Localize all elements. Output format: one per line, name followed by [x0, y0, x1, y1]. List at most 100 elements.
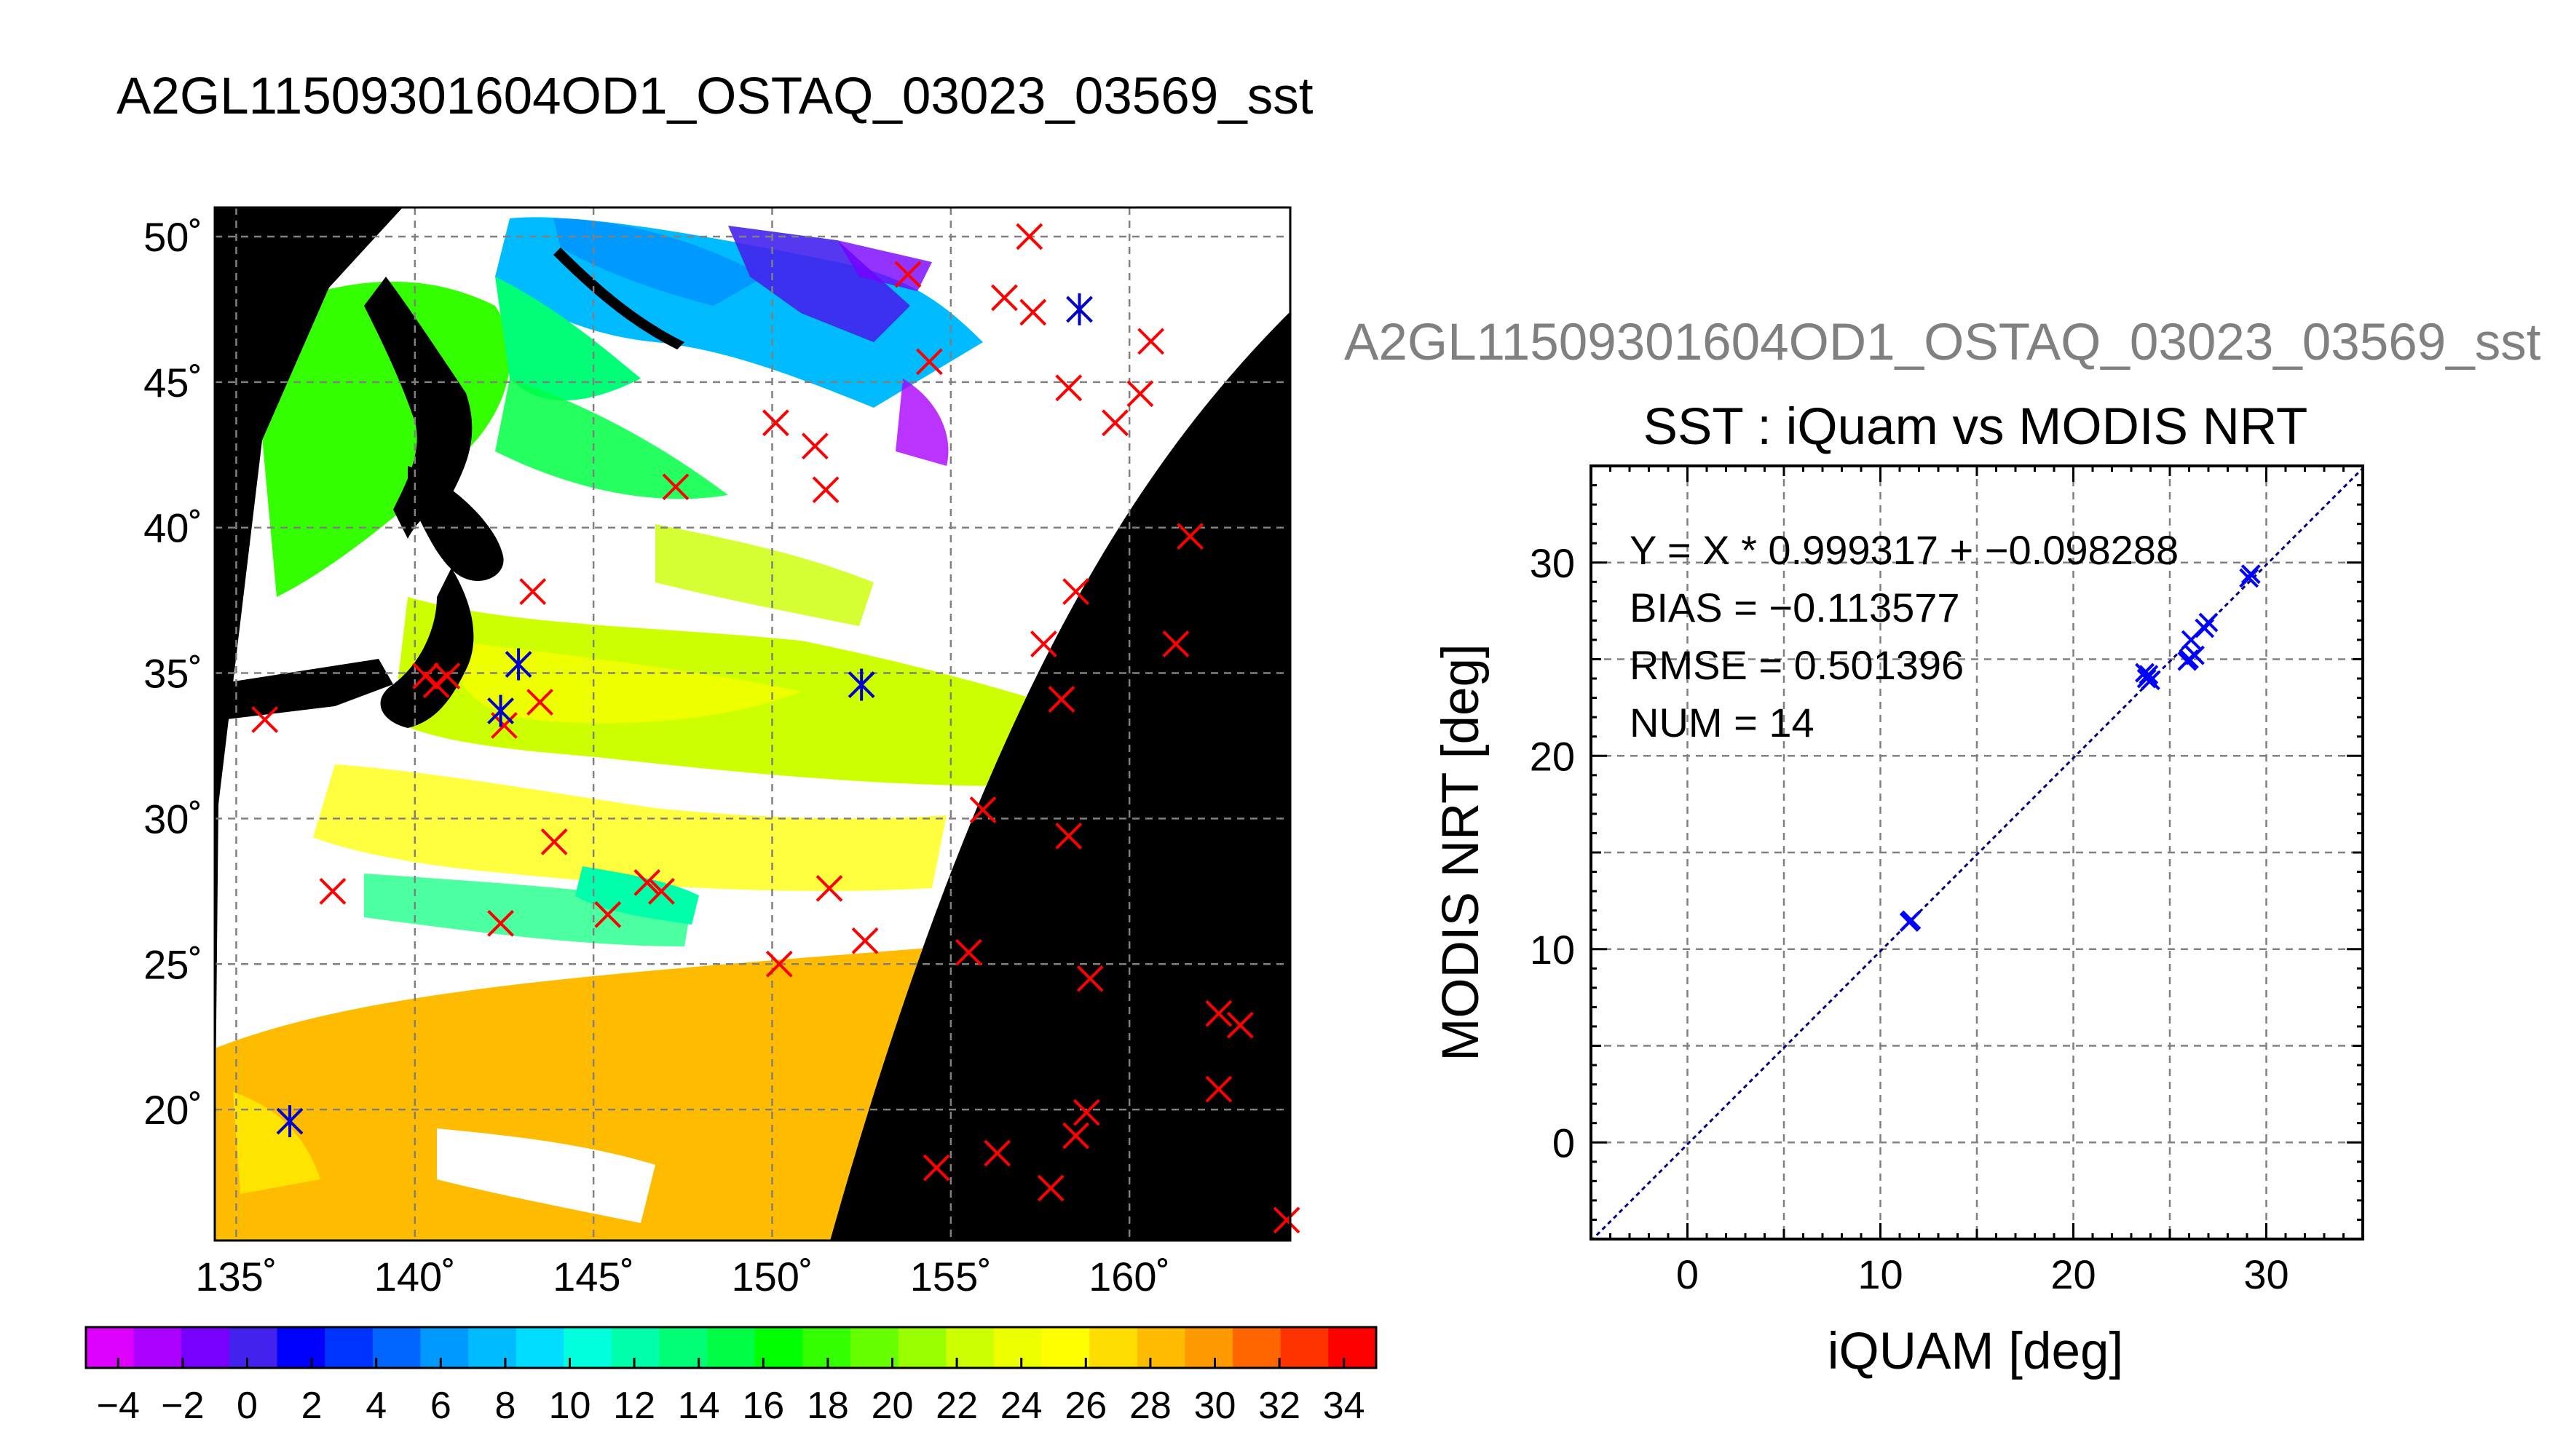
colorbar-tick-label: 30: [1194, 1385, 1236, 1427]
land-kuril-islands: [553, 248, 684, 349]
scatter-y-tick-label: 10: [1530, 927, 1575, 973]
map-red-marker: [1037, 1174, 1065, 1202]
map-frame: [213, 206, 1292, 1242]
colorbar-segment: [181, 1327, 230, 1368]
map-red-markers: [251, 223, 1300, 1234]
map-red-marker: [955, 938, 982, 966]
map-red-marker: [894, 261, 922, 288]
map-red-marker: [1019, 298, 1047, 326]
scatter-y-tick-labels: 0 10 20 30: [1530, 540, 1575, 1166]
map-red-marker: [816, 874, 843, 902]
map-red-marker: [662, 473, 690, 501]
map-red-marker: [801, 432, 829, 460]
scatter-y-tick-label: 30: [1530, 540, 1575, 586]
colorbar-tick-label: 24: [1000, 1385, 1043, 1427]
colorbar-segment: [229, 1327, 278, 1368]
colorbar-segment: [277, 1327, 325, 1368]
map-red-marker: [1162, 630, 1190, 657]
map-lon-tick-label: 140˚: [374, 1254, 456, 1299]
colorbar-segment: [659, 1327, 708, 1368]
scatter-point: [2240, 564, 2261, 585]
map-lat-tick-label: 45˚: [143, 360, 202, 405]
scatter-grid: [1591, 466, 2363, 1239]
map-red-marker: [851, 927, 879, 954]
region-yellow-southwest: [233, 1092, 320, 1194]
map-blue-marker: [505, 648, 532, 681]
map-red-marker: [1076, 965, 1104, 992]
map-red-marker: [1226, 1011, 1254, 1039]
colorbar-tick-label: −4: [97, 1385, 140, 1427]
scatter-fit-line: [1591, 467, 2363, 1239]
map-red-marker: [1126, 380, 1154, 408]
map-red-marker: [923, 1154, 950, 1182]
map-red-marker: [1030, 630, 1057, 657]
region-lime: [655, 524, 874, 626]
colorbar-segment: [850, 1327, 899, 1368]
region-purple: [728, 226, 910, 342]
map-lat-tick-label: 50˚: [143, 214, 202, 260]
colorbar-tick-label: 34: [1323, 1385, 1365, 1427]
page-title: A2GL11509301604OD1_OSTAQ_03023_03569_sst: [117, 68, 1314, 125]
map-lat-tick-label: 25˚: [143, 941, 202, 987]
map-red-marker: [765, 950, 793, 978]
colorbar-segment: [1328, 1327, 1377, 1368]
map-red-marker: [1062, 1122, 1089, 1150]
map-lon-tick-label: 135˚: [195, 1254, 277, 1299]
colorbar-tick-label: 8: [494, 1385, 516, 1427]
map-lat-tick-label: 30˚: [143, 796, 202, 842]
map-lon-tick-label: 155˚: [910, 1254, 992, 1299]
region-pale-yellow: [313, 764, 947, 891]
land-masses: [215, 248, 684, 728]
scatter-y-axis-label: MODIS NRT [deg]: [1432, 644, 1490, 1061]
scatter-stat-line: BIAS = −0.113577: [1630, 585, 1960, 630]
map-red-marker: [1177, 523, 1204, 550]
map-grid: [215, 207, 1290, 1241]
colorbar-segment: [754, 1327, 803, 1368]
scatter-point: [1901, 910, 1922, 930]
scatter-x-tick-label: 30: [2243, 1251, 2289, 1297]
scatter-header-title: A2GL11509301604OD1_OSTAQ_03023_03569_sst: [1344, 314, 2541, 371]
colorbar-tick-label: 12: [613, 1385, 655, 1427]
map-blue-marker: [848, 668, 875, 701]
colorbar-segment: [1137, 1327, 1185, 1368]
map-red-marker: [487, 909, 514, 937]
colorbar-segment: [1233, 1327, 1282, 1368]
map-red-marker: [812, 476, 840, 504]
colorbar-tick-label: 20: [872, 1385, 914, 1427]
scatter-y-tick-label: 20: [1530, 733, 1575, 779]
scatter-title: SST : iQuam vs MODIS NRT: [1643, 398, 2308, 456]
map-red-marker: [915, 348, 943, 376]
map-red-marker: [1016, 223, 1043, 250]
region-violet: [837, 240, 932, 291]
colorbar-segment: [1185, 1327, 1233, 1368]
map-red-marker: [526, 689, 553, 716]
map-red-marker: [647, 877, 675, 905]
colorbar-segment: [564, 1327, 612, 1368]
map-red-marker: [969, 796, 997, 823]
scatter-tick-marks: [1591, 466, 2363, 1239]
map-red-marker: [1062, 578, 1089, 606]
scatter-plot: SST : iQuam vs MODIS NRT 0 10 20 30 0 10 20 30…: [1432, 398, 2364, 1380]
colorbar-segment: [420, 1327, 469, 1368]
scatter-x-axis-label: iQUAM [deg]: [1828, 1323, 2123, 1380]
region-teal-north: [495, 277, 641, 400]
colorbar-segment: [946, 1327, 995, 1368]
map-red-marker: [319, 877, 347, 905]
scatter-point: [2139, 665, 2159, 685]
map-blue-markers: [276, 293, 1093, 1138]
map-red-marker: [1073, 1099, 1100, 1126]
map-red-marker: [1205, 1000, 1233, 1027]
map-red-marker: [540, 828, 568, 855]
map-red-marker: [762, 409, 789, 437]
colorbar-tick-labels: −4 −2 0 2 4 6 8 10 12 14 16 18 20 22 24 26 28 30 32 34: [97, 1358, 1365, 1427]
map-lon-tick-label: 145˚: [553, 1254, 634, 1299]
colorbar-tick-label: 16: [742, 1385, 784, 1427]
scatter-point: [2141, 670, 2160, 691]
map-red-marker: [1048, 686, 1075, 713]
region-orange: [215, 946, 947, 1241]
colorbar-tick-label: 6: [430, 1385, 451, 1427]
map-blue-marker: [487, 695, 514, 727]
colorbar-tick-label: 32: [1258, 1385, 1300, 1427]
sst-colorbar: [84, 1326, 1378, 1369]
colorbar-segment: [325, 1327, 374, 1368]
